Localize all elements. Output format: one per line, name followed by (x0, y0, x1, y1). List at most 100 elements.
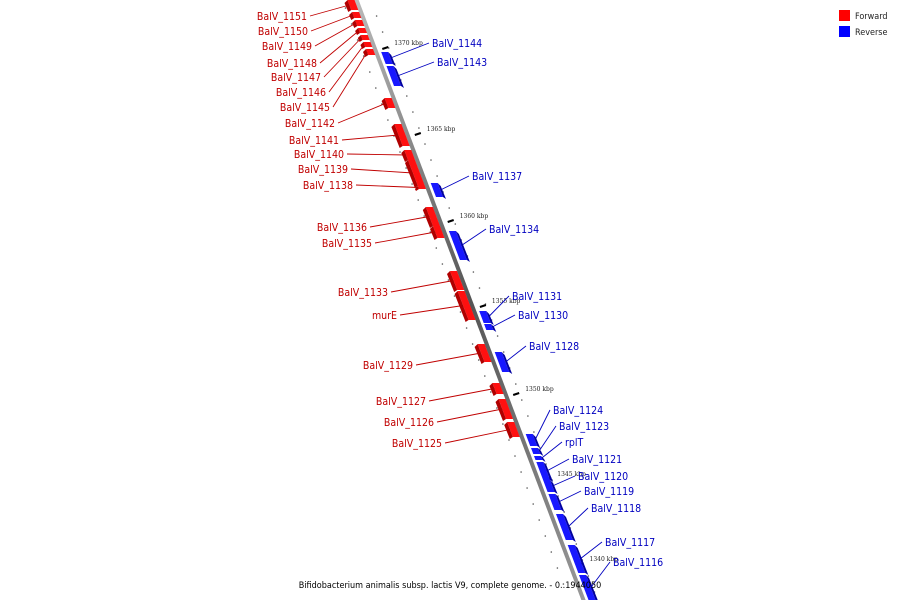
gene-label: BalV_1119 (584, 486, 634, 498)
gene-feature-side (393, 66, 404, 88)
minor-tick-dot (459, 311, 462, 313)
gene-label: BalV_1125 (392, 438, 442, 450)
minor-tick-dot (538, 519, 540, 521)
legend-forward-swatch (839, 10, 850, 21)
gene-feature-side (437, 183, 446, 199)
gene-label: BalV_1143 (437, 57, 487, 69)
leader-line (461, 228, 487, 246)
minor-tick-dot (556, 567, 559, 569)
minor-tick-dot (381, 31, 384, 33)
minor-tick-dot (496, 335, 499, 337)
gene-feature (384, 98, 396, 108)
gene-feature (567, 545, 586, 573)
minor-tick-dot (502, 351, 505, 353)
minor-tick-dot (375, 15, 378, 17)
minor-tick-dot (527, 415, 529, 417)
minor-tick-dot (532, 503, 534, 505)
gene-feature-side (349, 12, 355, 20)
gene-label: BalV_1129 (363, 360, 413, 372)
leader-line (337, 102, 387, 124)
gene-label: BalV_1127 (376, 396, 426, 408)
tick-label: 1340 kbp (590, 556, 619, 563)
minor-tick-dot (387, 119, 389, 121)
minor-tick-dot (521, 399, 523, 401)
minor-tick-dot (399, 151, 401, 153)
gene-feature-side (447, 271, 458, 292)
gene-feature-side (532, 434, 541, 448)
major-tick (479, 304, 487, 308)
tick-label: 1370 kbp (394, 40, 423, 47)
gene-label: BalV_1124 (553, 405, 603, 417)
gene-feature (525, 434, 538, 446)
leader-line (558, 490, 582, 503)
leader-line (415, 352, 482, 366)
tick-label: 1360 kbp (460, 213, 489, 220)
minor-tick-dot (478, 287, 481, 289)
gene-label: BalV_1149 (262, 41, 312, 53)
gene-label: BalV_1135 (322, 238, 372, 250)
gene-feature (556, 514, 573, 540)
gene-label: BalV_1144 (432, 38, 482, 50)
gene-labels: BalV_1151 BalV_1150 BalV_1149 BalV_1148 BalV… (257, 11, 663, 569)
gene-label: BalV_1133 (338, 287, 388, 299)
leader-line (444, 429, 511, 444)
gene-label: BalV_1121 (572, 454, 622, 466)
minor-tick-dot (520, 471, 522, 473)
gene-feature-side (541, 456, 546, 462)
gene-feature-side (538, 448, 544, 456)
gene-label: murE (372, 310, 397, 322)
minor-tick-dot (344, 7, 347, 9)
gene-feature (386, 66, 401, 86)
minor-tick-dot (587, 575, 590, 577)
gene-label: BalV_1126 (384, 417, 434, 429)
gene-feature-side (363, 49, 369, 57)
tick-label: 1355 kbp (492, 298, 521, 305)
minor-tick-dot (472, 271, 475, 273)
gene-feature (450, 271, 465, 290)
leader-line (491, 314, 516, 328)
gene-label: BalV_1137 (472, 171, 522, 183)
gene-feature-side (355, 28, 360, 35)
gene-feature (358, 28, 367, 33)
minor-tick-dot (490, 391, 492, 393)
gene-feature-side (430, 226, 438, 240)
minor-tick-dot (441, 263, 444, 265)
gene-feature (457, 291, 476, 320)
gene-label: BalV_1136 (317, 222, 367, 234)
gene-feature (433, 226, 445, 238)
tick-label: 1345 kbp (557, 471, 586, 478)
legend-reverse-label: Reverse (855, 28, 888, 38)
gene-feature-side (405, 160, 418, 188)
gene-feature-side (454, 291, 469, 322)
leader-line (399, 305, 464, 316)
leader-line (323, 37, 363, 78)
minor-tick-dot (484, 375, 486, 377)
gene-label: BalV_1141 (289, 135, 339, 147)
gene-label: BalV_1147 (271, 72, 321, 84)
minor-tick-dot (448, 207, 451, 209)
leader-line (428, 388, 495, 402)
gene-feature-side (543, 462, 554, 482)
minor-tick-dot (424, 143, 426, 145)
gene-feature (425, 207, 440, 226)
leader-line (390, 42, 430, 59)
minor-tick-dot (526, 487, 528, 489)
gene-feature-side (489, 383, 497, 396)
minor-tick-dot (405, 167, 407, 169)
leader-line (319, 30, 360, 64)
leader-line (355, 184, 419, 188)
leader-line (546, 458, 570, 472)
gene-features (344, 0, 598, 600)
tick-label: 1365 kbp (427, 126, 456, 133)
gene-feature-side (555, 494, 565, 512)
gene-label: BalV_1140 (294, 149, 344, 161)
major-tick (381, 46, 389, 50)
leader-line (440, 175, 470, 191)
minor-tick-dot (369, 71, 371, 73)
minor-tick-dot (477, 359, 480, 361)
gene-feature-side (550, 480, 558, 494)
minor-tick-dot (350, 23, 353, 25)
minor-tick-dot (550, 551, 553, 553)
gene-feature-side (357, 35, 363, 42)
gene-feature-side (563, 514, 576, 542)
